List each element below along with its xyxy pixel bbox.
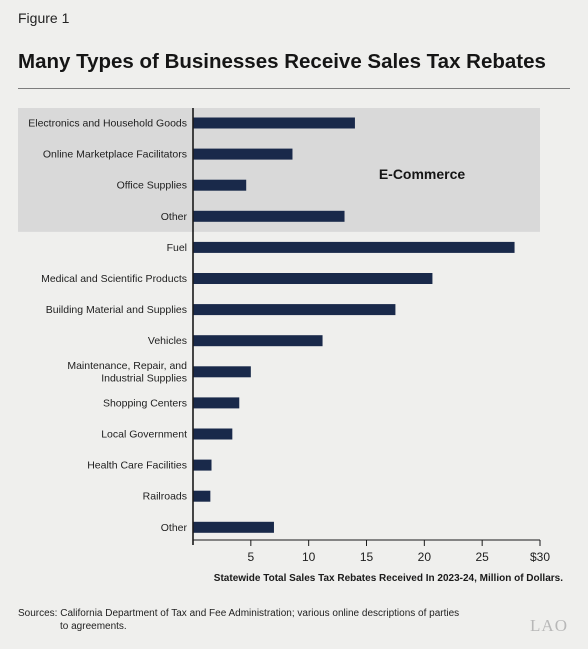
- sources-text: California Department of Tax and Fee Adm…: [60, 608, 460, 619]
- x-tick-label: 20: [418, 550, 432, 564]
- bar: [193, 241, 515, 253]
- category-label: Building Material and Supplies: [46, 304, 187, 316]
- bar: [193, 521, 274, 533]
- bar: [193, 117, 355, 129]
- sources-label: Sources:: [18, 608, 58, 619]
- category-label: Railroads: [143, 491, 187, 503]
- bar: [193, 397, 240, 409]
- x-tick-label: 15: [360, 550, 374, 564]
- x-axis-title: Statewide Total Sales Tax Rebates Receiv…: [213, 573, 563, 584]
- bar: [193, 335, 323, 347]
- bar: [193, 273, 433, 284]
- category-label: Shopping Centers: [103, 397, 187, 409]
- bar: [193, 490, 211, 502]
- x-tick-label: 5: [247, 550, 254, 564]
- bar-chart: E-Commerce Electronics and Household Good…: [18, 108, 550, 564]
- category-label: Maintenance, Repair, and: [67, 360, 187, 372]
- lao-logo: LAO: [530, 616, 568, 635]
- chart-title: Many Types of Businesses Receive Sales T…: [18, 50, 546, 73]
- category-label: Fuel: [167, 242, 187, 254]
- sources-note: Sources: California Department of Tax an…: [18, 607, 459, 633]
- category-label: Other: [161, 522, 188, 534]
- bar: [193, 366, 251, 378]
- category-label: Local Government: [101, 429, 187, 441]
- category-label: Medical and Scientific Products: [41, 273, 187, 285]
- category-label: Office Supplies: [117, 180, 187, 192]
- ecommerce-label: E-Commerce: [379, 166, 466, 182]
- category-label: Industrial Supplies: [101, 373, 187, 385]
- x-tick-label: 10: [302, 550, 316, 564]
- category-label: Online Marketplace Facilitators: [43, 149, 187, 161]
- bar: [193, 148, 293, 160]
- bar: [193, 304, 396, 316]
- x-tick-label: 25: [475, 550, 489, 564]
- bar: [193, 179, 247, 191]
- category-label: Health Care Facilities: [87, 460, 187, 472]
- category-label: Vehicles: [148, 335, 187, 347]
- bar: [193, 459, 212, 471]
- bar: [193, 210, 345, 222]
- title-divider: [18, 88, 570, 89]
- category-label: Other: [161, 211, 188, 223]
- x-tick-label: $30: [530, 550, 550, 564]
- bar: [193, 428, 233, 440]
- figure-label: Figure 1: [18, 10, 70, 26]
- sources-text-continued: to agreements.: [60, 621, 127, 632]
- category-label: Electronics and Household Goods: [28, 118, 187, 130]
